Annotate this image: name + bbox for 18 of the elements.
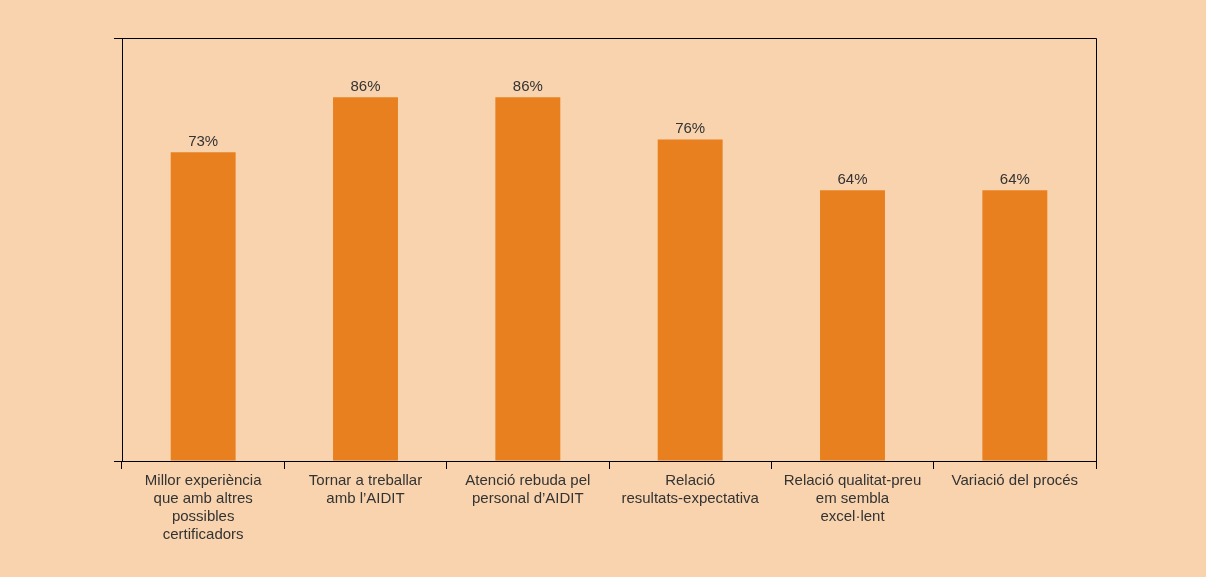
data-label: 76% bbox=[675, 119, 706, 137]
x-tick-label: Relació resultats-expectativa bbox=[621, 471, 760, 507]
x-tick-label: Millor experiència que amb altres possibles certificadors bbox=[144, 471, 263, 543]
x-tick-label: Atenció rebuda pel personal d’AIDIT bbox=[465, 471, 591, 507]
data-label: 64% bbox=[999, 169, 1030, 187]
data-label: 86% bbox=[350, 76, 381, 94]
data-label: 73% bbox=[188, 131, 219, 149]
bar bbox=[495, 97, 561, 461]
x-tick-label: Relació qualitat-preu em sembla excel·lent bbox=[783, 471, 922, 525]
bar bbox=[333, 97, 398, 461]
x-tick-label: Tornar a treballar amb l’AIDIT bbox=[308, 471, 423, 507]
data-label: 86% bbox=[512, 76, 543, 94]
data-label: 64% bbox=[837, 169, 868, 187]
bar bbox=[820, 190, 885, 461]
bar bbox=[982, 190, 1048, 461]
bar bbox=[170, 152, 236, 461]
bar bbox=[657, 139, 723, 461]
x-tick-label: Variació del procés bbox=[951, 471, 1079, 489]
